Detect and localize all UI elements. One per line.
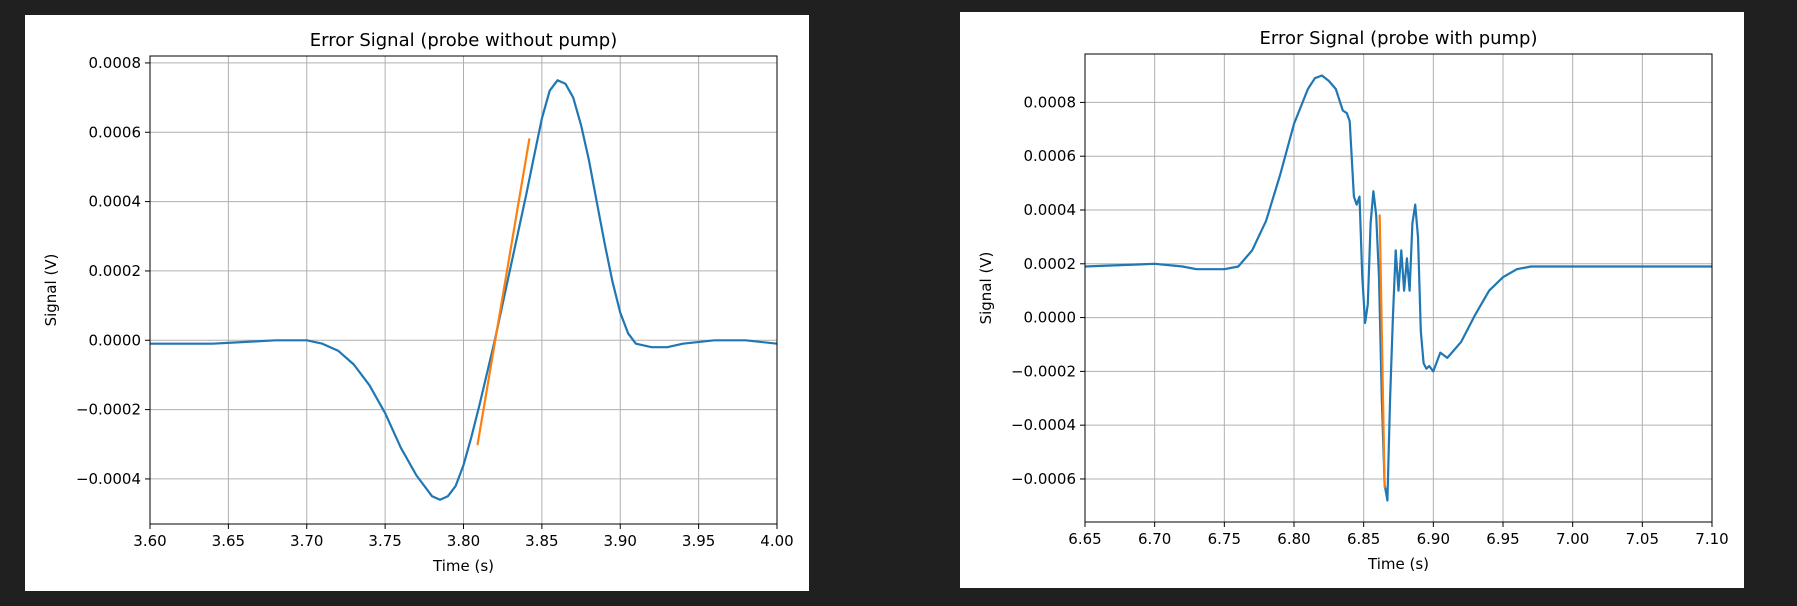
x-tick-label: 7.00 [1556, 530, 1589, 548]
chart-left: 3.60 3.65 3.70 3.75 3.80 3.85 3.90 3.95 4.00 −0.0… [42, 30, 794, 575]
y-tick-label: 0.0000 [89, 331, 142, 349]
y-tick-label: 0.0000 [1024, 309, 1077, 327]
fit-line [1378, 214, 1386, 489]
x-tick-label: 3.65 [212, 532, 245, 550]
x-tick-label: 6.65 [1068, 530, 1101, 548]
chart-title: Error Signal (probe without pump) [310, 30, 618, 51]
y-tick-label: 0.0002 [1024, 255, 1077, 273]
y-tick-label: 0.0006 [89, 123, 142, 141]
grid [149, 56, 778, 524]
fit-line [476, 138, 531, 446]
y-tick-label: −0.0004 [1011, 416, 1076, 434]
y-tick-label: 0.0004 [89, 193, 142, 211]
x-tick-label: 6.85 [1347, 530, 1380, 548]
y-axis-label: Signal (V) [42, 254, 60, 327]
y-tick-label: −0.0006 [1011, 470, 1076, 488]
axes-frame [1084, 53, 1713, 523]
signal-line [150, 79, 777, 501]
y-tick-label: 0.0008 [1024, 93, 1077, 111]
chart-title: Error Signal (probe with pump) [1259, 28, 1537, 49]
x-tick-label: 7.05 [1626, 530, 1659, 548]
x-tick-label: 3.70 [290, 532, 323, 550]
y-tick-label: −0.0002 [1011, 362, 1076, 380]
x-tick-label: 4.00 [760, 532, 793, 550]
y-tick-label: 0.0004 [1024, 201, 1077, 219]
y-tick-label: 0.0008 [89, 54, 142, 72]
y-tick-label: 0.0002 [89, 262, 142, 280]
series-group [150, 79, 777, 501]
x-tick-label: 3.90 [604, 532, 637, 550]
x-tick-label: 6.75 [1208, 530, 1241, 548]
signal-line [1085, 74, 1712, 502]
y-tick-label: −0.0002 [76, 401, 141, 419]
x-tick-label: 6.80 [1277, 530, 1310, 548]
x-tick-label: 6.90 [1417, 530, 1450, 548]
y-tick-label: 0.0006 [1024, 147, 1077, 165]
x-tick-label: 6.95 [1486, 530, 1519, 548]
chart-right: 6.65 6.70 6.75 6.80 6.85 6.90 6.95 7.00 7.05 7.10… [977, 28, 1729, 573]
y-tick-label: −0.0004 [76, 470, 141, 488]
y-axis-label: Signal (V) [977, 252, 995, 325]
x-tick-label: 3.60 [133, 532, 166, 550]
series-group [1085, 74, 1712, 502]
x-axis-label: Time (s) [1367, 555, 1429, 573]
x-tick-label: 3.80 [447, 532, 480, 550]
x-tick-label: 7.10 [1695, 530, 1728, 548]
x-tick-label: 3.95 [682, 532, 715, 550]
x-tick-label: 6.70 [1138, 530, 1171, 548]
x-tick-label: 3.75 [368, 532, 401, 550]
chart-panel-right: 6.65 6.70 6.75 6.80 6.85 6.90 6.95 7.00 7.05 7.10… [960, 12, 1744, 588]
x-axis-label: Time (s) [432, 557, 494, 575]
chart-panel-left: 3.60 3.65 3.70 3.75 3.80 3.85 3.90 3.95 4.00 −0.0… [25, 15, 809, 591]
x-tick-label: 3.85 [525, 532, 558, 550]
